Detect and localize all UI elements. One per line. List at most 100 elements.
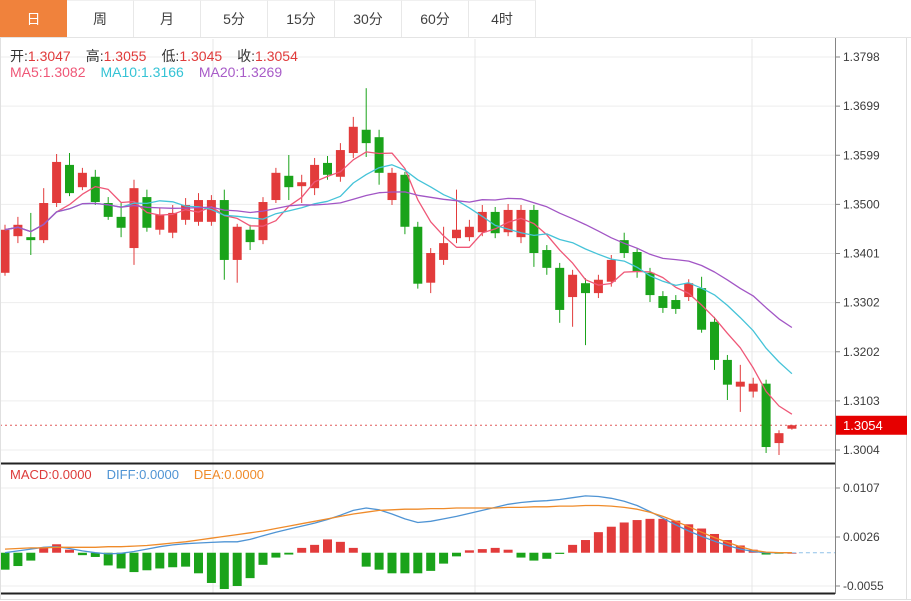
macd-bar [568, 544, 578, 553]
candle-body [335, 150, 345, 177]
price-axis-label: 1.3699 [843, 99, 880, 113]
candle-body [774, 433, 784, 444]
candle-body [26, 237, 36, 241]
ma20-value: 1.3269 [239, 64, 283, 80]
candle-body [90, 176, 100, 203]
candle-body [426, 253, 436, 283]
macd-bar [658, 518, 668, 553]
candle-body [529, 209, 539, 254]
tab-day[interactable]: 日 [0, 0, 67, 37]
diff-line [4, 495, 792, 555]
macd-bar [464, 550, 474, 553]
tab-min5[interactable]: 5分 [201, 0, 268, 37]
price-axis-label: 1.3202 [843, 345, 880, 359]
macd-axis-label: 0.0107 [843, 481, 880, 495]
macd-bar [116, 552, 126, 569]
candle-body [542, 250, 552, 268]
close-label: 收: [237, 48, 256, 64]
macd-bar [219, 552, 229, 590]
tab-h4[interactable]: 4时 [469, 0, 536, 37]
macd-bar [348, 547, 358, 553]
macd-bar [697, 528, 707, 553]
tab-min60[interactable]: 60分 [402, 0, 469, 37]
macd-bar [181, 552, 191, 567]
candle-body [0, 229, 10, 273]
candle-body [400, 174, 410, 227]
macd-bar [452, 552, 461, 557]
macd-bar [516, 552, 526, 558]
tab-min30[interactable]: 30分 [335, 0, 402, 37]
candle-body [258, 202, 268, 241]
candle-body [103, 203, 113, 217]
ma-legend: MA5:1.3082 MA10:1.3166 MA20:1.3269 [10, 64, 297, 80]
macd-bar [284, 552, 294, 555]
macd-legend: MACD:0.0000 DIFF:0.0000 DEA:0.0000 [10, 467, 279, 482]
candle-body [361, 129, 371, 144]
tab-week[interactable]: 周 [67, 0, 134, 37]
macd-bar [335, 541, 345, 553]
macd-bar [400, 552, 410, 574]
price-axis-label: 1.3798 [843, 50, 880, 64]
ohlc-legend: 开:1.3047 高:1.3055 低:1.3045 收:1.3054 [10, 46, 313, 66]
candle-body [232, 226, 242, 260]
macd-bar [206, 552, 216, 583]
candle-body [284, 175, 294, 188]
candle-body [219, 200, 229, 260]
price-axis-label: 1.3004 [843, 443, 880, 457]
macd-bar [684, 524, 694, 553]
low-label: 低: [161, 48, 180, 64]
dea-line [4, 504, 792, 554]
price-axis-label: 1.3401 [843, 247, 880, 261]
macd-bar [503, 549, 513, 553]
macd-bar [671, 520, 681, 553]
ma10-line [4, 164, 793, 375]
candle-body [245, 229, 255, 243]
macd-bar [426, 552, 436, 571]
diff-label: DIFF: [106, 467, 140, 482]
macd-bar [103, 552, 113, 566]
macd-bar [65, 549, 74, 553]
macd-bar [155, 552, 165, 569]
macd-bar [0, 552, 10, 570]
legend-item-diff: DIFF:0.0000 [107, 467, 179, 482]
dea-label: DEA: [193, 467, 225, 482]
candle-body [697, 288, 707, 330]
low-value: 1.3045 [179, 48, 223, 64]
macd-axis-label: 0.0026 [843, 530, 880, 544]
macd-label: MACD: [10, 467, 52, 482]
macd-bar [555, 552, 565, 554]
candle-body [206, 200, 216, 222]
high-value: 1.3055 [103, 48, 147, 64]
timeframe-tabbar: 日周月 5分 15分 30分 60分 4时 [0, 0, 911, 38]
candle-body [168, 212, 178, 233]
macd-value: 0.0000 [51, 467, 92, 482]
tab-min15[interactable]: 15分 [268, 0, 335, 37]
close-value: 1.3054 [255, 48, 298, 64]
price-axis-label: 1.3302 [843, 296, 880, 310]
candle-body [310, 164, 320, 189]
open-value: 1.3047 [27, 48, 71, 64]
candle-body [39, 203, 49, 241]
macd-bar [194, 552, 203, 574]
dea-value: 0.0000 [224, 467, 265, 482]
legend-item-dea: DEA:0.0000 [194, 467, 264, 482]
ma20-label: MA20: [198, 64, 240, 80]
chart-plot-area[interactable] [0, 38, 835, 594]
ma5-label: MA5: [10, 64, 43, 80]
candle-body [722, 359, 732, 385]
macd-bar [142, 552, 152, 571]
legend-item-ma5: MA5:1.3082 [10, 64, 86, 80]
candle-body [452, 229, 461, 239]
tab-month[interactable]: 月 [134, 0, 201, 37]
candle-body [297, 182, 307, 187]
candle-body [516, 209, 526, 238]
macd-bar [439, 552, 449, 564]
macd-bar [477, 549, 487, 553]
candle-body [761, 383, 771, 448]
candle-body [632, 252, 642, 272]
candle-body [323, 162, 332, 175]
ma20-line [4, 191, 793, 329]
diff-value: 0.0000 [139, 467, 179, 482]
macd-bar [271, 552, 281, 558]
